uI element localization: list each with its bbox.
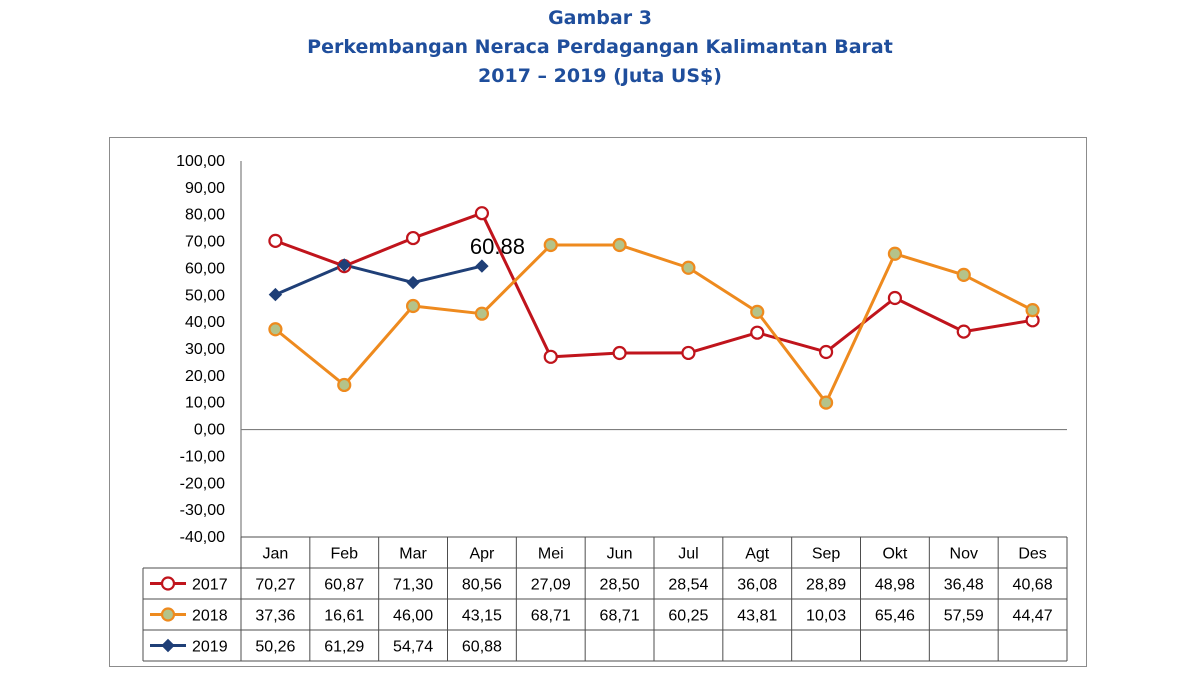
y-tick-label: 100,00 — [176, 153, 225, 170]
category-label: Mei — [538, 546, 564, 563]
data-point-2018 — [612, 237, 627, 253]
category-label: Apr — [469, 546, 495, 563]
y-tick-label: 10,00 — [185, 395, 225, 412]
table-value-cell: 65,46 — [875, 608, 915, 625]
data-point-2019 — [406, 275, 420, 290]
table-value-cell: 28,50 — [600, 577, 640, 594]
table-value-cell: 80,56 — [462, 577, 502, 594]
category-label: Des — [1018, 546, 1046, 563]
category-label: Jun — [607, 546, 633, 563]
table-value-cell: 60,25 — [668, 608, 708, 625]
category-label: Jul — [678, 546, 698, 563]
y-tick-label: 0,00 — [194, 422, 225, 439]
data-point-2017 — [818, 344, 834, 360]
chart-subtitle: 2017 – 2019 (Juta US$) — [478, 65, 722, 87]
table-value-cell: 70,27 — [255, 577, 295, 594]
series-line-2017 — [274, 211, 1033, 359]
data-point-2018 — [268, 322, 283, 337]
table-value-cell: 16,61 — [324, 608, 364, 625]
data-point-2017 — [474, 206, 490, 221]
table-value-cell: 27,09 — [531, 577, 571, 594]
legend-series-name: 2017 — [192, 577, 228, 594]
legend-series-name: 2018 — [192, 608, 228, 625]
table-value-cell: 48,98 — [875, 577, 915, 594]
line-chart: 100,00 90,00 80,00 70,00 60,00 50,00 40,00 30,0… — [142, 153, 1068, 662]
data-point-2017 — [956, 324, 971, 339]
y-tick-label: 40,00 — [185, 314, 225, 331]
chart-title: Perkembangan Neraca Perdagangan Kalimant… — [307, 36, 893, 58]
chart-frame: 100,00 90,00 80,00 70,00 60,00 50,00 40,00 30,0… — [109, 137, 1087, 667]
data-point-2018 — [337, 377, 352, 393]
y-tick-label: 90,00 — [185, 180, 225, 197]
data-point-2018 — [405, 298, 421, 314]
data-point-2017 — [405, 230, 421, 246]
table-value-cell: 36,08 — [737, 577, 777, 594]
data-point-2018 — [681, 260, 696, 275]
table-value-cell: 44,47 — [1013, 608, 1053, 625]
table-value-cell: 60,88 — [462, 639, 502, 656]
table-value-cell: 71,30 — [393, 577, 433, 594]
category-label: Okt — [882, 546, 907, 563]
data-point-2017 — [887, 290, 903, 306]
category-label: Jan — [263, 546, 289, 563]
data-point-2018 — [750, 304, 765, 320]
data-label: 60.88 — [470, 234, 525, 259]
table-value-cell: 46,00 — [393, 608, 433, 625]
category-label: Mar — [399, 546, 427, 563]
data-point-2018 — [474, 306, 490, 321]
table-value-cell: 68,71 — [600, 608, 640, 625]
y-tick-label: 30,00 — [185, 341, 225, 358]
y-tick-label: -40,00 — [180, 529, 225, 546]
y-tick-label: -30,00 — [180, 502, 225, 519]
table-value-cell: 68,71 — [531, 608, 571, 625]
y-tick-label: 60,00 — [185, 260, 225, 277]
data-point-2018 — [1025, 303, 1040, 318]
data-point-2017 — [681, 345, 696, 361]
data-point-2018 — [818, 395, 834, 410]
data-point-2019 — [337, 258, 351, 272]
data-point-2018 — [956, 267, 971, 283]
table-value-cell: 36,48 — [944, 577, 984, 594]
legend-series-name: 2019 — [192, 639, 228, 656]
table-value-cell: 54,74 — [393, 639, 433, 656]
data-point-2017 — [543, 349, 558, 364]
table-value-cell: 50,26 — [255, 639, 295, 656]
data-point-2019 — [268, 287, 283, 302]
table-value-cell: 60,87 — [324, 577, 364, 594]
chart-titles: Gambar 3 Perkembangan Neraca Perdagangan… — [0, 4, 1200, 91]
table-value-cell: 28,54 — [668, 577, 708, 594]
series-line-2018 — [274, 243, 1034, 405]
data-point-2018 — [543, 237, 558, 253]
y-tick-label: 80,00 — [185, 207, 225, 224]
table-value-cell: 28,89 — [806, 577, 846, 594]
table-value-cell: 40,68 — [1013, 577, 1053, 594]
y-tick-label: 20,00 — [185, 368, 225, 385]
legend-marker-2017 — [160, 576, 176, 591]
legend-marker-2019 — [161, 638, 175, 653]
table-value-cell: 10,03 — [806, 608, 846, 625]
y-tick-label: -10,00 — [180, 448, 225, 465]
y-tick-label: 50,00 — [185, 287, 225, 304]
data-point-2017 — [750, 325, 765, 340]
legend-marker-2018 — [160, 607, 176, 622]
table-value-cell: 43,81 — [737, 608, 777, 625]
table-value-cell: 43,15 — [462, 608, 502, 625]
table-value-cell: 61,29 — [324, 639, 364, 656]
y-tick-label: 70,00 — [185, 234, 225, 251]
category-label: Agt — [745, 546, 770, 563]
data-point-2019 — [475, 259, 489, 273]
y-tick-label: -20,00 — [180, 475, 225, 492]
category-label: Feb — [330, 546, 358, 563]
category-label: Nov — [950, 546, 978, 563]
data-point-2017 — [612, 345, 627, 361]
data-point-2017 — [268, 233, 283, 248]
category-label: Sep — [812, 546, 841, 563]
series-line-2019 — [274, 263, 483, 296]
table-value-cell: 37,36 — [255, 608, 295, 625]
figure-number: Gambar 3 — [548, 7, 652, 29]
data-point-2018 — [887, 246, 903, 261]
table-value-cell: 57,59 — [944, 608, 984, 625]
